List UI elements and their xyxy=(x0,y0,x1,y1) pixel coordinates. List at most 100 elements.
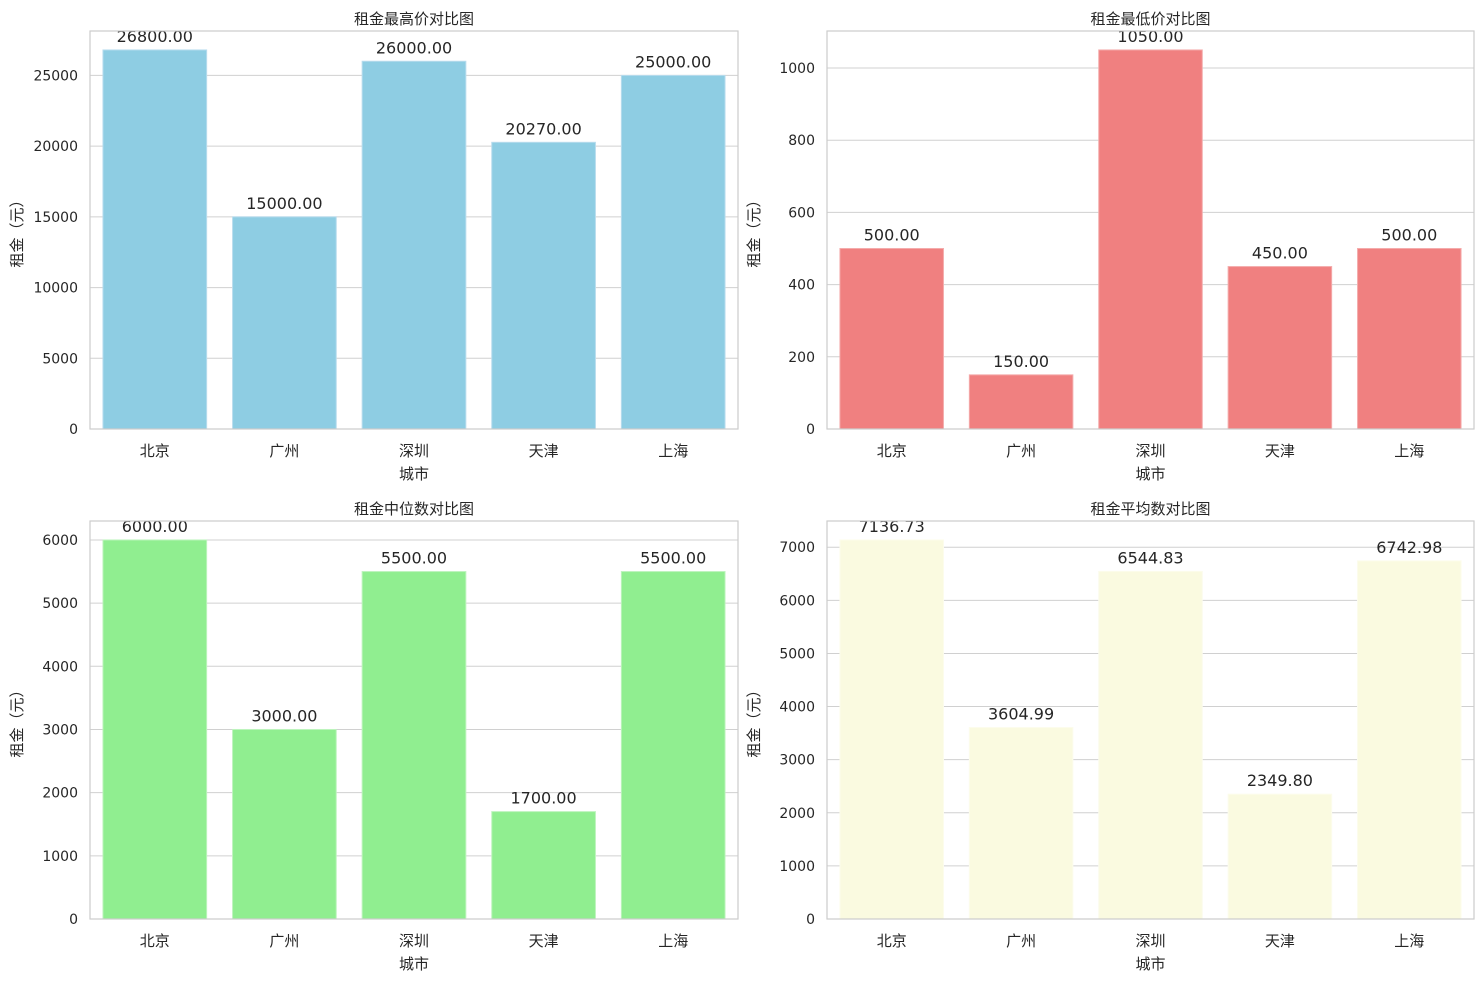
data-label: 150.00 xyxy=(993,352,1049,371)
y-tick-label: 1000 xyxy=(42,849,78,865)
bar xyxy=(361,571,467,920)
data-label: 3000.00 xyxy=(251,706,317,725)
x-tick-label: 广州 xyxy=(1006,442,1036,460)
data-label: 6742.98 xyxy=(1376,538,1442,557)
data-label: 450.00 xyxy=(1252,244,1308,263)
bar xyxy=(1227,266,1333,430)
data-label: 26800.00 xyxy=(117,27,193,46)
y-tick-label: 5000 xyxy=(42,351,78,367)
x-tick-label: 深圳 xyxy=(1135,442,1165,460)
x-axis-label: 城市 xyxy=(1135,465,1165,483)
x-tick-label: 北京 xyxy=(877,932,907,950)
chart-title: 租金最高价对比图 xyxy=(354,10,474,28)
data-label: 26000.00 xyxy=(376,38,452,57)
bar xyxy=(1357,560,1462,920)
y-tick-label: 0 xyxy=(69,912,78,928)
chart-panel-3: 0 1000 2000 3000 4000 5000 6000 6000.00 北京 3000.0… xyxy=(8,500,739,973)
bar xyxy=(1227,793,1333,920)
y-axis-label: 租金（元） xyxy=(8,682,26,757)
x-tick-label: 北京 xyxy=(140,932,170,950)
data-label: 25000.00 xyxy=(635,52,711,71)
bar xyxy=(102,539,208,920)
bar xyxy=(620,74,726,430)
y-tick-label: 0 xyxy=(806,912,815,928)
x-tick-label: 广州 xyxy=(269,932,299,950)
y-tick-label: 1000 xyxy=(779,859,815,875)
axes-frame xyxy=(826,30,1475,430)
data-label: 3604.99 xyxy=(988,705,1054,724)
data-label: 5500.00 xyxy=(640,549,706,568)
bar xyxy=(1098,49,1203,430)
y-tick-label: 20000 xyxy=(33,139,78,155)
y-tick-label: 200 xyxy=(788,350,815,366)
y-tick-label: 10000 xyxy=(33,281,78,297)
y-tick-label: 2000 xyxy=(779,806,815,822)
data-label: 2349.80 xyxy=(1247,771,1313,790)
x-tick-label: 深圳 xyxy=(399,932,429,950)
y-tick-label: 25000 xyxy=(33,68,78,84)
bar xyxy=(361,60,467,430)
data-label: 7136.73 xyxy=(859,517,925,536)
x-tick-label: 上海 xyxy=(1394,932,1424,950)
chart-panel-2: 0 200 400 600 800 1000 500.00 北京 150.00 广州 1050.00… xyxy=(745,10,1475,483)
x-tick-label: 北京 xyxy=(877,442,907,460)
y-tick-label: 6000 xyxy=(779,593,815,609)
y-tick-label: 5000 xyxy=(779,646,815,662)
data-label: 20270.00 xyxy=(505,119,581,138)
y-tick-label: 15000 xyxy=(33,210,78,226)
y-tick-label: 0 xyxy=(806,422,815,438)
data-label: 15000.00 xyxy=(246,194,322,213)
data-label: 500.00 xyxy=(1381,226,1437,245)
data-label: 1050.00 xyxy=(1117,27,1183,46)
bar xyxy=(232,728,337,920)
bar xyxy=(620,571,726,920)
x-axis-label: 城市 xyxy=(399,955,429,973)
y-tick-label: 0 xyxy=(69,422,78,438)
bar xyxy=(232,216,337,430)
bar xyxy=(839,539,944,920)
chart-title: 租金中位数对比图 xyxy=(354,500,474,518)
x-tick-label: 广州 xyxy=(269,442,299,460)
chart-title: 租金平均数对比图 xyxy=(1090,500,1210,518)
chart-panel-1: 0 5000 10000 15000 20000 25000 26800.00 北京 15000… xyxy=(8,10,739,483)
y-axis-label: 租金（元） xyxy=(745,192,763,267)
x-tick-label: 上海 xyxy=(658,932,688,950)
x-axis-label: 城市 xyxy=(1135,955,1165,973)
data-label: 5500.00 xyxy=(381,549,447,568)
bar xyxy=(1357,248,1462,430)
chart-panel-4: 0 1000 2000 3000 4000 5000 6000 7000 7136.73 北京 36… xyxy=(745,500,1475,973)
bar xyxy=(839,248,944,430)
data-label: 1700.00 xyxy=(511,789,577,808)
x-tick-label: 上海 xyxy=(658,442,688,460)
y-axis-label: 租金（元） xyxy=(745,682,763,757)
data-label: 500.00 xyxy=(864,226,920,245)
bar xyxy=(968,374,1074,430)
axes-frame xyxy=(89,30,739,430)
y-tick-label: 3000 xyxy=(42,722,78,738)
y-tick-label: 3000 xyxy=(779,753,815,769)
axes-frame xyxy=(89,520,739,920)
x-axis-label: 城市 xyxy=(399,465,429,483)
x-tick-label: 上海 xyxy=(1394,442,1424,460)
y-axis-label: 租金（元） xyxy=(8,192,26,267)
bar xyxy=(102,49,208,430)
y-tick-label: 4000 xyxy=(779,700,815,716)
x-tick-label: 深圳 xyxy=(1135,932,1165,950)
chart-title: 租金最低价对比图 xyxy=(1090,10,1210,28)
bar xyxy=(491,141,596,430)
y-tick-label: 1000 xyxy=(779,61,815,77)
data-label: 6000.00 xyxy=(122,517,188,536)
x-tick-label: 天津 xyxy=(529,442,559,460)
x-tick-label: 深圳 xyxy=(399,442,429,460)
y-tick-label: 2000 xyxy=(42,786,78,802)
y-tick-label: 6000 xyxy=(42,533,78,549)
x-tick-label: 天津 xyxy=(1265,932,1295,950)
data-label: 6544.83 xyxy=(1117,548,1183,567)
y-tick-label: 4000 xyxy=(42,659,78,675)
x-tick-label: 北京 xyxy=(140,442,170,460)
y-tick-label: 400 xyxy=(788,278,815,294)
x-tick-label: 天津 xyxy=(1265,442,1295,460)
y-tick-label: 800 xyxy=(788,133,815,149)
bar xyxy=(968,727,1074,920)
axes-frame xyxy=(826,520,1475,920)
